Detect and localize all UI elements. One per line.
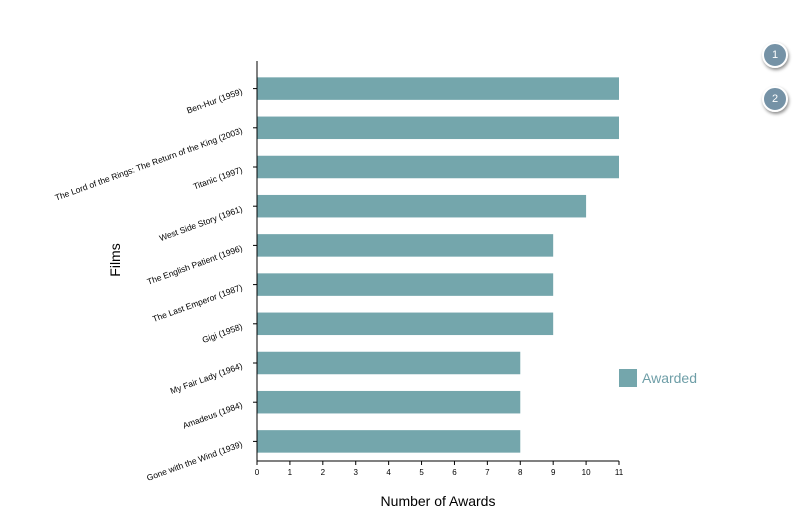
x-tick-label: 2 [321,468,326,477]
bars-layer [257,77,619,453]
y-tick-label: Ben-Hur (1959) [185,86,244,115]
nav-button-1[interactable]: 1 [762,42,788,68]
y-tick-label: West Side Story (1961) [158,204,244,243]
x-tick-label: 10 [582,468,591,477]
bar[interactable] [257,273,554,296]
legend-swatch [619,369,637,387]
bar[interactable] [257,194,587,218]
y-tick-label: Amadeus (1984) [181,400,244,431]
y-tick-label: Gigi (1958) [201,321,244,345]
x-tick-label: 0 [255,468,260,477]
x-tick-label: 5 [419,468,424,477]
x-tick-label: 1 [288,468,293,477]
bar[interactable] [257,390,521,414]
y-tick-label: Gone with the Wind (1939) [145,439,244,483]
x-tick-label: 3 [354,468,359,477]
bar[interactable] [257,312,554,336]
y-tick-label: The English Patient (1996) [146,243,244,287]
bar[interactable] [257,116,619,140]
x-tick-label: 8 [518,468,523,477]
x-tick-label: 7 [485,468,490,477]
y-tick-label: My Fair Lady (1964) [169,360,244,395]
legend-label: Awarded [642,370,697,386]
bar[interactable] [257,351,521,375]
nav-button-2[interactable]: 2 [762,86,788,112]
x-tick-label: 11 [615,468,624,477]
legend[interactable]: Awarded [619,369,697,387]
x-tick-label: 6 [452,468,457,477]
y-tick-label: The Lord of the Rings: The Return of the… [53,125,243,202]
y-axis-title: Films [107,243,123,276]
bar[interactable] [257,234,554,257]
y-tick-label: Titanic (1997) [192,164,244,191]
x-axis-title: Number of Awards [381,493,496,509]
y-tick-label: The Last Emperor (1987) [151,282,244,324]
x-tick-label: 4 [386,468,391,477]
bar[interactable] [257,155,619,179]
x-tick-label: 9 [551,468,556,477]
bar[interactable] [257,430,521,453]
bar[interactable] [257,77,619,100]
